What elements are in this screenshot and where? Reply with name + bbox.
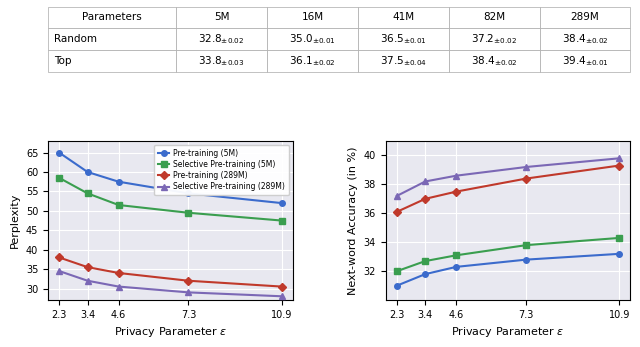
Y-axis label: Perplexity: Perplexity <box>10 193 20 248</box>
Legend: Pre-training (5M), Selective Pre-training (5M), Pre-training (289M), Selective P: Pre-training (5M), Selective Pre-trainin… <box>154 145 289 195</box>
X-axis label: Privacy Parameter $\varepsilon$: Privacy Parameter $\varepsilon$ <box>113 325 227 339</box>
X-axis label: Privacy Parameter $\varepsilon$: Privacy Parameter $\varepsilon$ <box>451 325 565 339</box>
Y-axis label: Next-word Accuracy (in %): Next-word Accuracy (in %) <box>348 146 358 295</box>
